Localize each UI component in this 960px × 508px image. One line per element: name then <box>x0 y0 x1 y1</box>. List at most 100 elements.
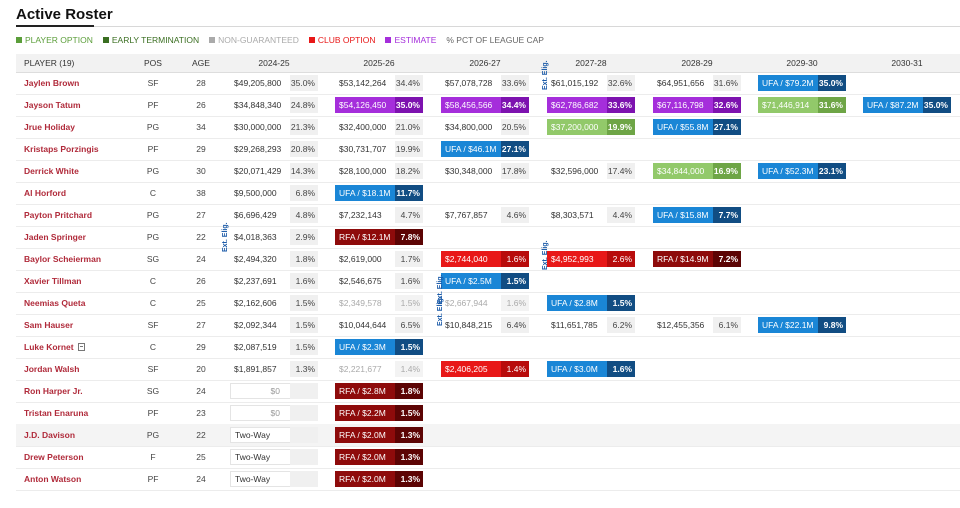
salary-cell[interactable]: $64,951,656 31.6% <box>653 75 741 91</box>
salary-cell[interactable]: $6,696,429 4.8% <box>230 207 318 223</box>
salary-cell[interactable]: $2,087,519 1.5% <box>230 339 318 355</box>
header-pos[interactable]: POS <box>144 58 162 68</box>
salary-cell[interactable]: $1,891,857 1.3% <box>230 361 318 377</box>
salary-cell[interactable]: $49,205,800 35.0% <box>230 75 318 91</box>
salary-cell[interactable]: UFA / $22.1M 9.8% <box>758 317 846 333</box>
player-name-link[interactable]: Xavier Tillman <box>24 270 81 292</box>
salary-cell[interactable]: RFA / $2.0M 1.3% <box>335 471 423 487</box>
salary-cell[interactable]: UFA / $55.8M 27.1% <box>653 119 741 135</box>
salary-cell[interactable]: $2,237,691 1.6% <box>230 273 318 289</box>
salary-cell[interactable]: $2,349,578 1.5% <box>335 295 423 311</box>
header-season[interactable]: 2029-30 <box>786 58 818 68</box>
salary-cell[interactable]: UFA / $79.2M 35.0% <box>758 75 846 91</box>
header-season[interactable]: 2024-25 <box>258 58 290 68</box>
salary-cell[interactable]: $32,400,000 21.0% <box>335 119 423 135</box>
salary-cell[interactable]: $29,268,293 20.8% <box>230 141 318 157</box>
salary-cell[interactable]: $8,303,571 4.4% <box>547 207 635 223</box>
salary-cell[interactable]: UFA / $52.3M 23.1% <box>758 163 846 179</box>
player-name-link[interactable]: Baylor Scheierman <box>24 248 101 270</box>
salary-cell[interactable]: RFA / $2.8M 1.8% <box>335 383 423 399</box>
salary-cell[interactable]: $2,494,320 1.8% <box>230 251 318 267</box>
salary-cell[interactable]: $37,200,000 19.9% <box>547 119 635 135</box>
note-icon[interactable] <box>77 343 85 351</box>
header-season[interactable]: 2025-26 <box>363 58 395 68</box>
salary-cell[interactable]: $57,078,728 33.6% <box>441 75 529 91</box>
salary-cell[interactable]: Two-Way <box>230 471 318 487</box>
player-name-link[interactable]: Jaden Springer <box>24 226 86 248</box>
player-name-link[interactable]: Derrick White <box>24 160 79 182</box>
salary-cell[interactable]: $30,000,000 21.3% <box>230 119 318 135</box>
salary-cell[interactable]: RFA / $2.0M 1.3% <box>335 449 423 465</box>
player-name-link[interactable]: Drew Peterson <box>24 446 84 468</box>
salary-cell[interactable]: $2,619,000 1.7% <box>335 251 423 267</box>
player-name-link[interactable]: Luke Kornet <box>24 336 85 358</box>
player-name-link[interactable]: Jordan Walsh <box>24 358 79 380</box>
salary-cell[interactable]: $20,071,429 14.3% <box>230 163 318 179</box>
salary-cell[interactable]: $53,142,264 34.4% <box>335 75 423 91</box>
player-name-link[interactable]: Anton Watson <box>24 468 81 490</box>
salary-cell[interactable]: $54,126,450 35.0% <box>335 97 423 113</box>
player-name-link[interactable]: Ron Harper Jr. <box>24 380 83 402</box>
salary-cell[interactable]: $71,446,914 31.6% <box>758 97 846 113</box>
salary-cell[interactable]: $0 <box>230 405 318 421</box>
salary-cell[interactable]: $61,015,192 32.6% <box>547 75 635 91</box>
salary-cell[interactable]: $28,100,000 18.2% <box>335 163 423 179</box>
salary-cell[interactable]: $2,744,040 1.6% <box>441 251 529 267</box>
salary-cell[interactable]: $4,952,993 2.6% <box>547 251 635 267</box>
salary-cell[interactable]: $7,232,143 4.7% <box>335 207 423 223</box>
salary-cell[interactable]: RFA / $14.9M 7.2% <box>653 251 741 267</box>
salary-cell[interactable]: $4,018,363 2.9% <box>230 229 318 245</box>
salary-cell[interactable]: $7,767,857 4.6% <box>441 207 529 223</box>
player-name-link[interactable]: Payton Pritchard <box>24 204 92 226</box>
salary-cell[interactable]: UFA / $2.3M 1.5% <box>335 339 423 355</box>
salary-cell[interactable]: Two-Way <box>230 449 318 465</box>
salary-cell[interactable]: $58,456,566 34.4% <box>441 97 529 113</box>
salary-cell[interactable]: $2,667,944 1.6% <box>441 295 529 311</box>
salary-cell[interactable]: $34,844,000 16.9% <box>653 163 741 179</box>
player-name-link[interactable]: Sam Hauser <box>24 314 73 336</box>
salary-cell[interactable]: $67,116,798 32.6% <box>653 97 741 113</box>
player-name-link[interactable]: Kristaps Porzingis <box>24 138 99 160</box>
salary-cell[interactable]: $0 <box>230 383 318 399</box>
salary-cell[interactable]: $32,596,000 17.4% <box>547 163 635 179</box>
salary-cell[interactable]: UFA / $2.8M 1.5% <box>547 295 635 311</box>
salary-cell[interactable]: RFA / $2.0M 1.3% <box>335 427 423 443</box>
salary-cell[interactable]: $34,800,000 20.5% <box>441 119 529 135</box>
salary-cell[interactable]: $30,348,000 17.8% <box>441 163 529 179</box>
salary-cell[interactable]: $12,455,356 6.1% <box>653 317 741 333</box>
salary-cell[interactable]: RFA / $12.1M 7.8% <box>335 229 423 245</box>
player-name-link[interactable]: Tristan Enaruna <box>24 402 88 424</box>
salary-cell[interactable]: $34,848,340 24.8% <box>230 97 318 113</box>
header-season[interactable]: 2030-31 <box>891 58 923 68</box>
salary-cell[interactable]: RFA / $2.2M 1.5% <box>335 405 423 421</box>
salary-cell[interactable]: $11,651,785 6.2% <box>547 317 635 333</box>
salary-cell[interactable]: $10,848,215 6.4% <box>441 317 529 333</box>
player-name-link[interactable]: Neemias Queta <box>24 292 85 314</box>
player-name-link[interactable]: Jaylen Brown <box>24 72 79 94</box>
salary-cell[interactable]: $9,500,000 6.8% <box>230 185 318 201</box>
player-name-link[interactable]: J.D. Davison <box>24 424 75 446</box>
player-name-link[interactable]: Al Horford <box>24 182 66 204</box>
header-season[interactable]: 2027-28 <box>575 58 607 68</box>
salary-cell[interactable]: UFA / $2.5M 1.5% <box>441 273 529 289</box>
salary-cell[interactable]: UFA / $87.2M 35.0% <box>863 97 951 113</box>
salary-cell[interactable]: $30,731,707 19.9% <box>335 141 423 157</box>
header-age[interactable]: AGE <box>192 58 210 68</box>
player-name-link[interactable]: Jrue Holiday <box>24 116 75 138</box>
player-name-link[interactable]: Jayson Tatum <box>24 94 81 116</box>
salary-cell[interactable]: $62,786,682 33.6% <box>547 97 635 113</box>
salary-cell[interactable]: UFA / $18.1M 11.7% <box>335 185 423 201</box>
salary-cell[interactable]: UFA / $46.1M 27.1% <box>441 141 529 157</box>
salary-cell[interactable]: $2,406,205 1.4% <box>441 361 529 377</box>
salary-cell[interactable]: $2,092,344 1.5% <box>230 317 318 333</box>
header-season[interactable]: 2028-29 <box>681 58 713 68</box>
salary-cell[interactable]: $2,221,677 1.4% <box>335 361 423 377</box>
salary-cell[interactable]: $2,546,675 1.6% <box>335 273 423 289</box>
header-player[interactable]: PLAYER (19) <box>24 58 75 68</box>
salary-cell[interactable]: Two-Way <box>230 427 318 443</box>
salary-cell[interactable]: UFA / $3.0M 1.6% <box>547 361 635 377</box>
salary-cell[interactable]: UFA / $15.8M 7.7% <box>653 207 741 223</box>
salary-cell[interactable]: $2,162,606 1.5% <box>230 295 318 311</box>
salary-cell[interactable]: $10,044,644 6.5% <box>335 317 423 333</box>
header-season[interactable]: 2026-27 <box>469 58 501 68</box>
